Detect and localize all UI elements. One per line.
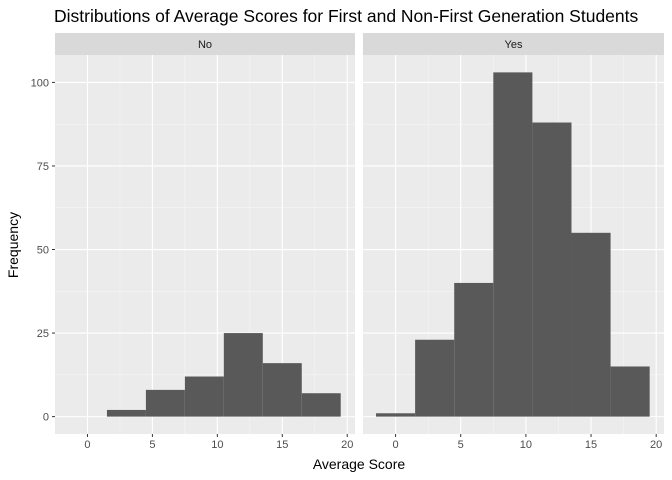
x-tick-label: 10: [211, 439, 223, 451]
facet-strip: [363, 33, 664, 55]
y-tick-label: 75: [37, 161, 49, 173]
histogram-bar: [223, 333, 263, 417]
histogram-bar: [454, 282, 494, 417]
panel-yes: Yes 0 5 10 15 20: [363, 33, 664, 451]
facet-strip-label: Yes: [505, 39, 523, 51]
facet-strip: [55, 33, 355, 55]
y-tick-label: 0: [43, 412, 49, 424]
histogram-bar: [610, 366, 650, 417]
x-tick-label: 20: [650, 439, 662, 451]
x-tick-label: 0: [393, 439, 399, 451]
chart-title: Distributions of Average Scores for Firs…: [54, 6, 639, 26]
x-axis-title: Average Score: [313, 456, 406, 472]
histogram-bar: [415, 339, 455, 417]
x-tick-label: 5: [458, 439, 464, 451]
histogram-bar: [532, 122, 572, 417]
y-tick-label: 50: [37, 245, 49, 257]
facet-panels: No 0 5 10 15 20 0 25 50 75 100 Yes 0 5 10 15 20: [31, 33, 664, 451]
x-tick-label: 20: [341, 439, 353, 451]
histogram-bar: [145, 389, 185, 417]
panel-no: No 0 5 10 15 20 0 25 50 75 100: [31, 33, 355, 451]
histogram-bar: [376, 413, 416, 417]
histogram-bar: [184, 376, 224, 417]
y-tick-label: 25: [37, 328, 49, 340]
facet-strip-label: No: [198, 39, 212, 51]
histogram-bar: [301, 393, 341, 417]
histogram-bar: [262, 363, 302, 417]
panel-background: [55, 55, 355, 434]
x-tick-label: 15: [585, 439, 597, 451]
x-tick-label: 5: [149, 439, 155, 451]
x-tick-label: 0: [84, 439, 90, 451]
histogram-bar: [493, 72, 533, 417]
x-tick-label: 10: [520, 439, 532, 451]
y-tick-label: 100: [31, 77, 49, 89]
y-axis-title: Frequency: [5, 212, 21, 278]
histogram-bar: [571, 232, 611, 417]
histogram-bar: [106, 409, 146, 417]
x-tick-label: 15: [276, 439, 288, 451]
